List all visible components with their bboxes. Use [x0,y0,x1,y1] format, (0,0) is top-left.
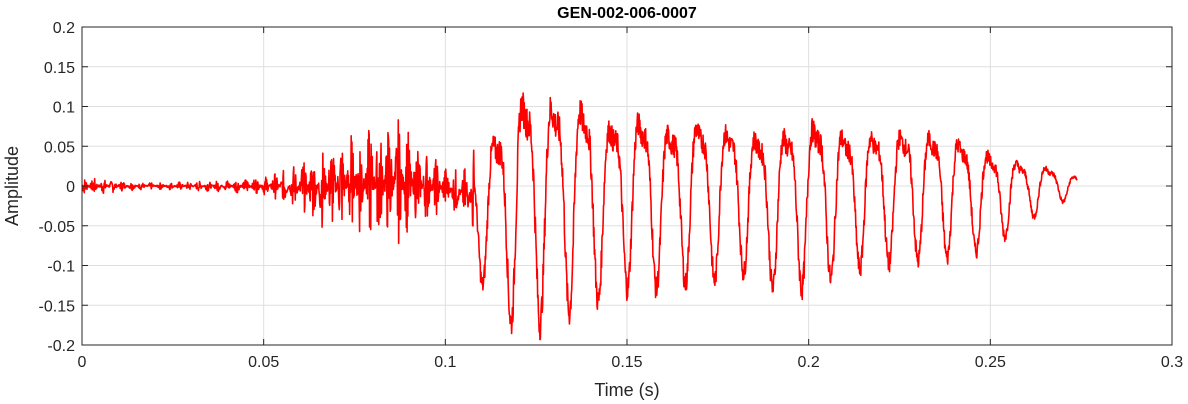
y-tick-label: 0 [66,179,75,196]
y-tick-label: 0.05 [44,139,75,156]
signal-layer [81,92,1078,341]
y-tick-label: 0.15 [44,60,75,77]
y-tick-label: 0.1 [53,100,75,117]
y-tick-label: -0.15 [39,298,76,315]
y-tick-label: -0.2 [47,338,75,355]
y-tick-label: -0.1 [47,259,75,276]
x-tick-label: 0.2 [798,354,820,371]
signal-line [81,92,1078,341]
x-axis-ticks: 0 0.05 0.1 0.15 0.2 0.25 0.3 [78,27,1183,371]
x-tick-label: 0.05 [248,354,279,371]
y-axis-ticks: -0.2 -0.15 -0.1 -0.05 0 0.05 0.1 0.15 0.2 [39,20,1172,355]
y-tick-label: -0.05 [39,219,76,236]
x-tick-label: 0.1 [434,354,456,371]
x-tick-label: 0.15 [611,354,642,371]
x-tick-label: 0 [78,354,87,371]
x-axis-label: Time (s) [594,380,659,400]
chart-title: GEN-002-006-0007 [557,5,697,22]
x-tick-label: 0.3 [1161,354,1183,371]
y-axis-label: Amplitude [2,146,22,226]
x-tick-label: 0.25 [975,354,1006,371]
y-tick-label: 0.2 [53,20,75,37]
